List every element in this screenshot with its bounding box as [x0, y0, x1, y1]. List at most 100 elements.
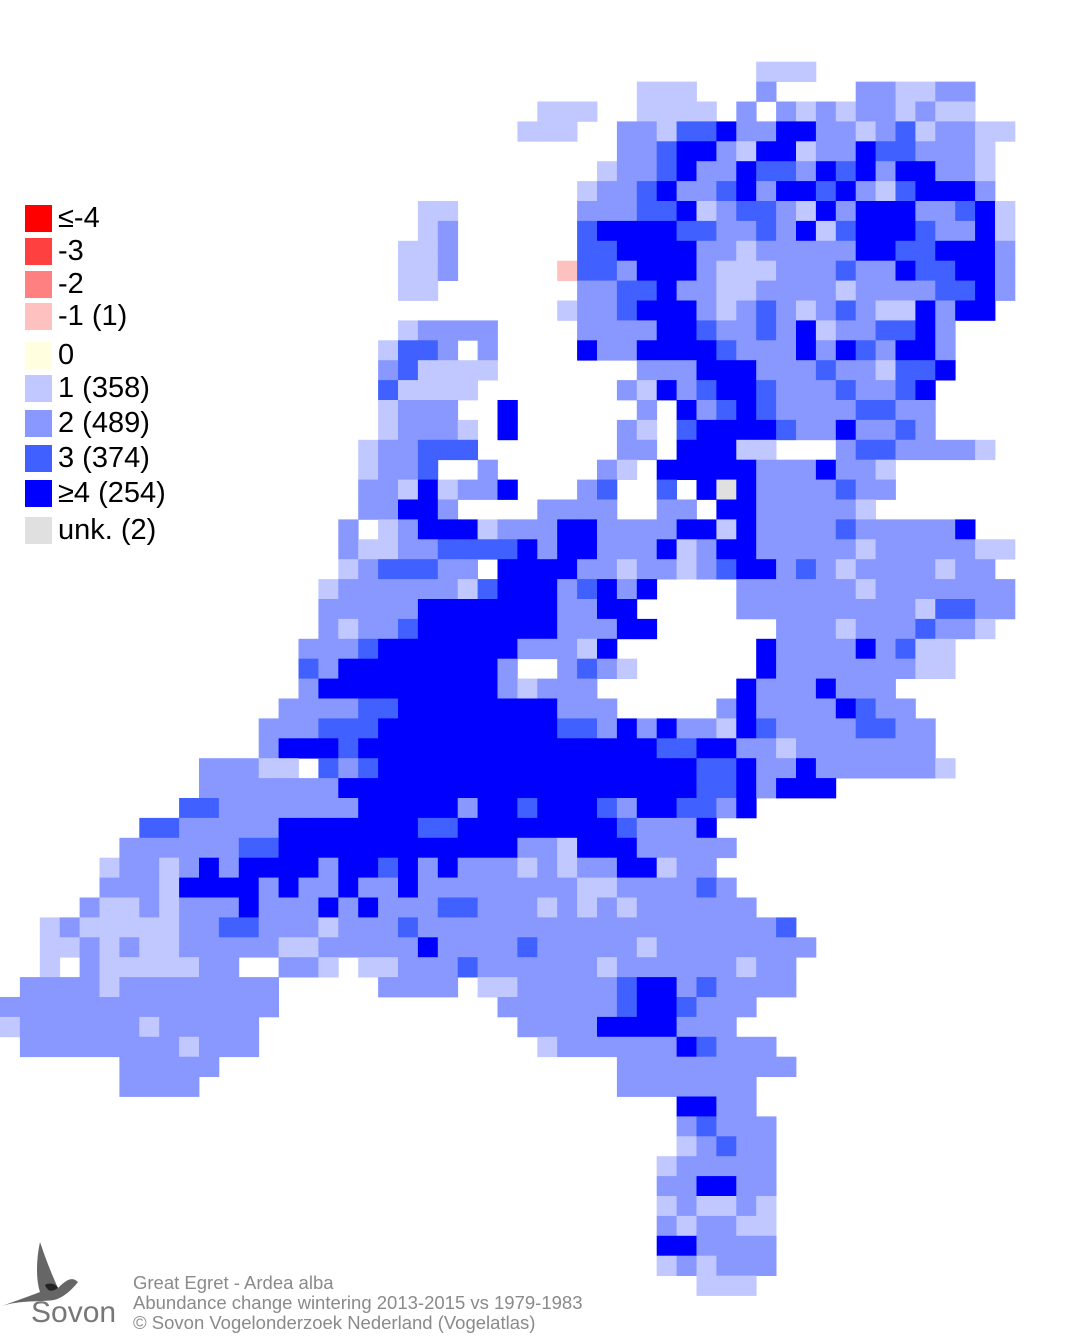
grid-cell — [616, 1076, 638, 1097]
grid-cell — [577, 658, 598, 679]
grid-cell — [577, 718, 598, 739]
grid-cell — [736, 997, 757, 1018]
grid-cell — [338, 798, 359, 819]
grid-cell — [597, 499, 618, 520]
grid-cell — [477, 758, 498, 779]
grid-cell — [417, 718, 439, 739]
grid-cell — [895, 260, 916, 281]
grid-cell — [19, 977, 41, 998]
grid-cell — [616, 997, 638, 1018]
grid-cell — [378, 897, 399, 918]
grid-cell — [437, 519, 459, 540]
grid-cell — [875, 400, 896, 421]
grid-cell — [597, 758, 618, 779]
grid-cell — [537, 897, 558, 918]
grid-cell — [517, 638, 538, 660]
grid-cell — [378, 559, 399, 580]
grid-cell — [815, 320, 837, 341]
grid-cell — [99, 917, 120, 938]
grid-cell — [417, 539, 439, 560]
grid-cell — [915, 121, 936, 142]
grid-cell — [955, 579, 976, 600]
grid-cell — [796, 220, 817, 242]
grid-cell — [815, 519, 837, 540]
grid-cell — [616, 559, 638, 580]
grid-cell — [557, 758, 578, 779]
grid-cell — [258, 817, 279, 839]
grid-cell — [696, 240, 717, 262]
grid-cell — [875, 459, 896, 480]
grid-cell — [457, 599, 478, 620]
grid-cell — [616, 837, 638, 859]
legend-label: ≤-4 — [58, 202, 100, 234]
grid-cell — [696, 459, 717, 480]
grid-cell — [736, 260, 757, 281]
grid-cell — [815, 778, 837, 799]
grid-cell — [656, 917, 677, 938]
grid-cell — [636, 718, 658, 739]
grid-cell — [756, 698, 777, 719]
grid-cell — [597, 459, 618, 480]
grid-cell — [915, 81, 936, 102]
legend-swatch — [25, 205, 52, 232]
grid-cell — [497, 857, 518, 878]
grid-cell — [776, 459, 797, 480]
grid-cell — [597, 658, 618, 679]
grid-cell — [895, 638, 916, 660]
grid-cell — [278, 897, 299, 918]
grid-cell — [537, 758, 558, 779]
grid-cell — [497, 599, 518, 620]
grid-cell — [199, 957, 220, 978]
grid-cell — [756, 240, 777, 262]
grid-cell — [457, 658, 478, 679]
grid-cell — [298, 658, 319, 679]
grid-cell — [19, 997, 41, 1018]
grid-cell — [676, 81, 697, 102]
grid-cell — [99, 957, 120, 978]
grid-cell — [398, 917, 419, 938]
grid-cell — [59, 937, 80, 958]
grid-cell — [835, 539, 857, 560]
grid-cell — [855, 240, 876, 262]
grid-cell — [636, 220, 658, 242]
grid-cell — [597, 519, 618, 540]
grid-cell — [417, 758, 439, 779]
grid-cell — [477, 837, 498, 859]
grid-cell — [796, 161, 817, 182]
grid-cell — [497, 798, 518, 819]
grid-cell — [835, 161, 857, 182]
grid-cell — [398, 618, 419, 640]
grid-cell — [736, 758, 757, 779]
grid-cell — [417, 917, 439, 938]
grid-cell — [855, 300, 876, 321]
grid-cell — [696, 1176, 717, 1197]
grid-cell — [298, 778, 319, 799]
grid-cell — [417, 559, 439, 580]
grid-cell — [716, 539, 737, 560]
grid-cell — [597, 260, 618, 281]
grid-cell — [636, 439, 658, 461]
grid-cell — [756, 61, 777, 82]
grid-cell — [776, 220, 797, 242]
grid-cell — [378, 340, 399, 361]
grid-cell — [756, 360, 777, 381]
grid-cell — [159, 977, 180, 998]
grid-cell — [776, 280, 797, 301]
grid-cell — [676, 897, 697, 918]
grid-cell — [616, 718, 638, 739]
grid-cell — [517, 599, 538, 620]
grid-cell — [676, 997, 697, 1018]
grid-cell — [656, 340, 677, 361]
grid-cell — [557, 718, 578, 739]
grid-cell — [736, 599, 757, 620]
grid-cell — [497, 419, 518, 441]
grid-cell — [636, 778, 658, 799]
grid-cell — [796, 201, 817, 222]
grid-cell — [417, 837, 439, 859]
grid-cell — [776, 479, 797, 500]
grid-cell — [636, 260, 658, 281]
grid-cell — [736, 1176, 757, 1197]
grid-cell — [457, 937, 478, 958]
grid-cell — [835, 499, 857, 520]
grid-cell — [815, 220, 837, 242]
